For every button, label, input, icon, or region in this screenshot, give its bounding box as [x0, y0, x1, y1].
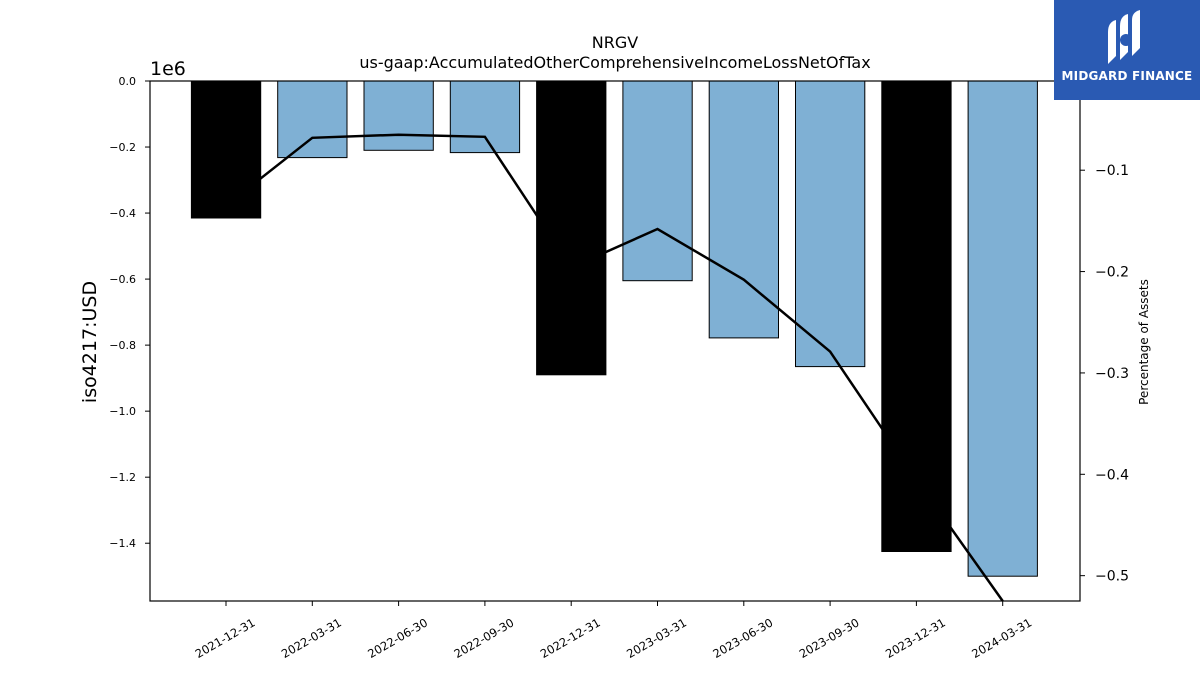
- y-tick-label: −1.2: [109, 471, 136, 484]
- y2-tick-label: −0.4: [1095, 467, 1129, 483]
- y-tick-label: −1.4: [109, 537, 136, 550]
- x-tick-label: 2022-06-30: [365, 615, 430, 661]
- y-tick-label: −0.4: [109, 207, 136, 220]
- x-tick-label: 2024-03-31: [969, 615, 1034, 661]
- bar-2023-06-30: [708, 80, 780, 339]
- y2-tick-label: −0.3: [1095, 366, 1129, 382]
- x-tick-label: 2023-03-31: [624, 615, 689, 661]
- bar-2023-09-30: [795, 80, 866, 368]
- bars: [190, 80, 1038, 577]
- y-tick-label: −0.6: [109, 273, 136, 286]
- bar-2022-06-30: [363, 80, 434, 151]
- bar-2022-12-31: [536, 80, 607, 376]
- y-tick-label: −1.0: [109, 405, 136, 418]
- bar-2024-03-31: [967, 80, 1038, 577]
- percentage-line: [225, 133, 1004, 601]
- y-tick-label: −0.8: [109, 339, 136, 352]
- y2-axis-label: Percentage of Assets: [1137, 279, 1151, 405]
- y2-tick-label: −0.1: [1095, 163, 1129, 179]
- plot-frame: [149, 80, 1081, 602]
- y-tick-label: −0.2: [109, 141, 136, 154]
- x-tick-label: 2023-12-31: [883, 615, 948, 661]
- y2-tick-label: −0.5: [1095, 569, 1129, 585]
- y-tick-label: 0.0: [119, 75, 137, 88]
- x-tick-label: 2023-09-30: [797, 615, 862, 661]
- y-axis-label: iso4217:USD: [79, 281, 101, 403]
- x-tick-label: 2022-12-31: [538, 615, 603, 661]
- y2-tick-label: −0.2: [1095, 265, 1129, 281]
- bar-2023-12-31: [881, 80, 952, 552]
- bar-2021-12-31: [190, 80, 262, 219]
- x-tick-label: 2022-09-30: [452, 615, 517, 661]
- logo-text: MIDGARD FINANCE: [1061, 69, 1193, 83]
- x-tick-label: 2022-03-31: [279, 615, 344, 661]
- midgard-finance-logo: MIDGARD FINANCE: [1054, 0, 1200, 100]
- chart-title: NRGV: [592, 33, 638, 52]
- bar-2022-09-30: [449, 80, 521, 154]
- bar-2022-03-31: [277, 80, 348, 159]
- chart-subtitle: us-gaap:AccumulatedOtherComprehensiveInc…: [359, 53, 870, 72]
- percentage-of-assets-line: [225, 133, 1004, 601]
- x-tick-label: 2021-12-31: [193, 615, 258, 661]
- bar-2023-03-31: [622, 80, 693, 282]
- y-axis-offset-label: 1e6: [150, 58, 186, 80]
- x-tick-label: 2023-06-30: [710, 615, 775, 661]
- midgard-logo-icon: [1108, 10, 1140, 64]
